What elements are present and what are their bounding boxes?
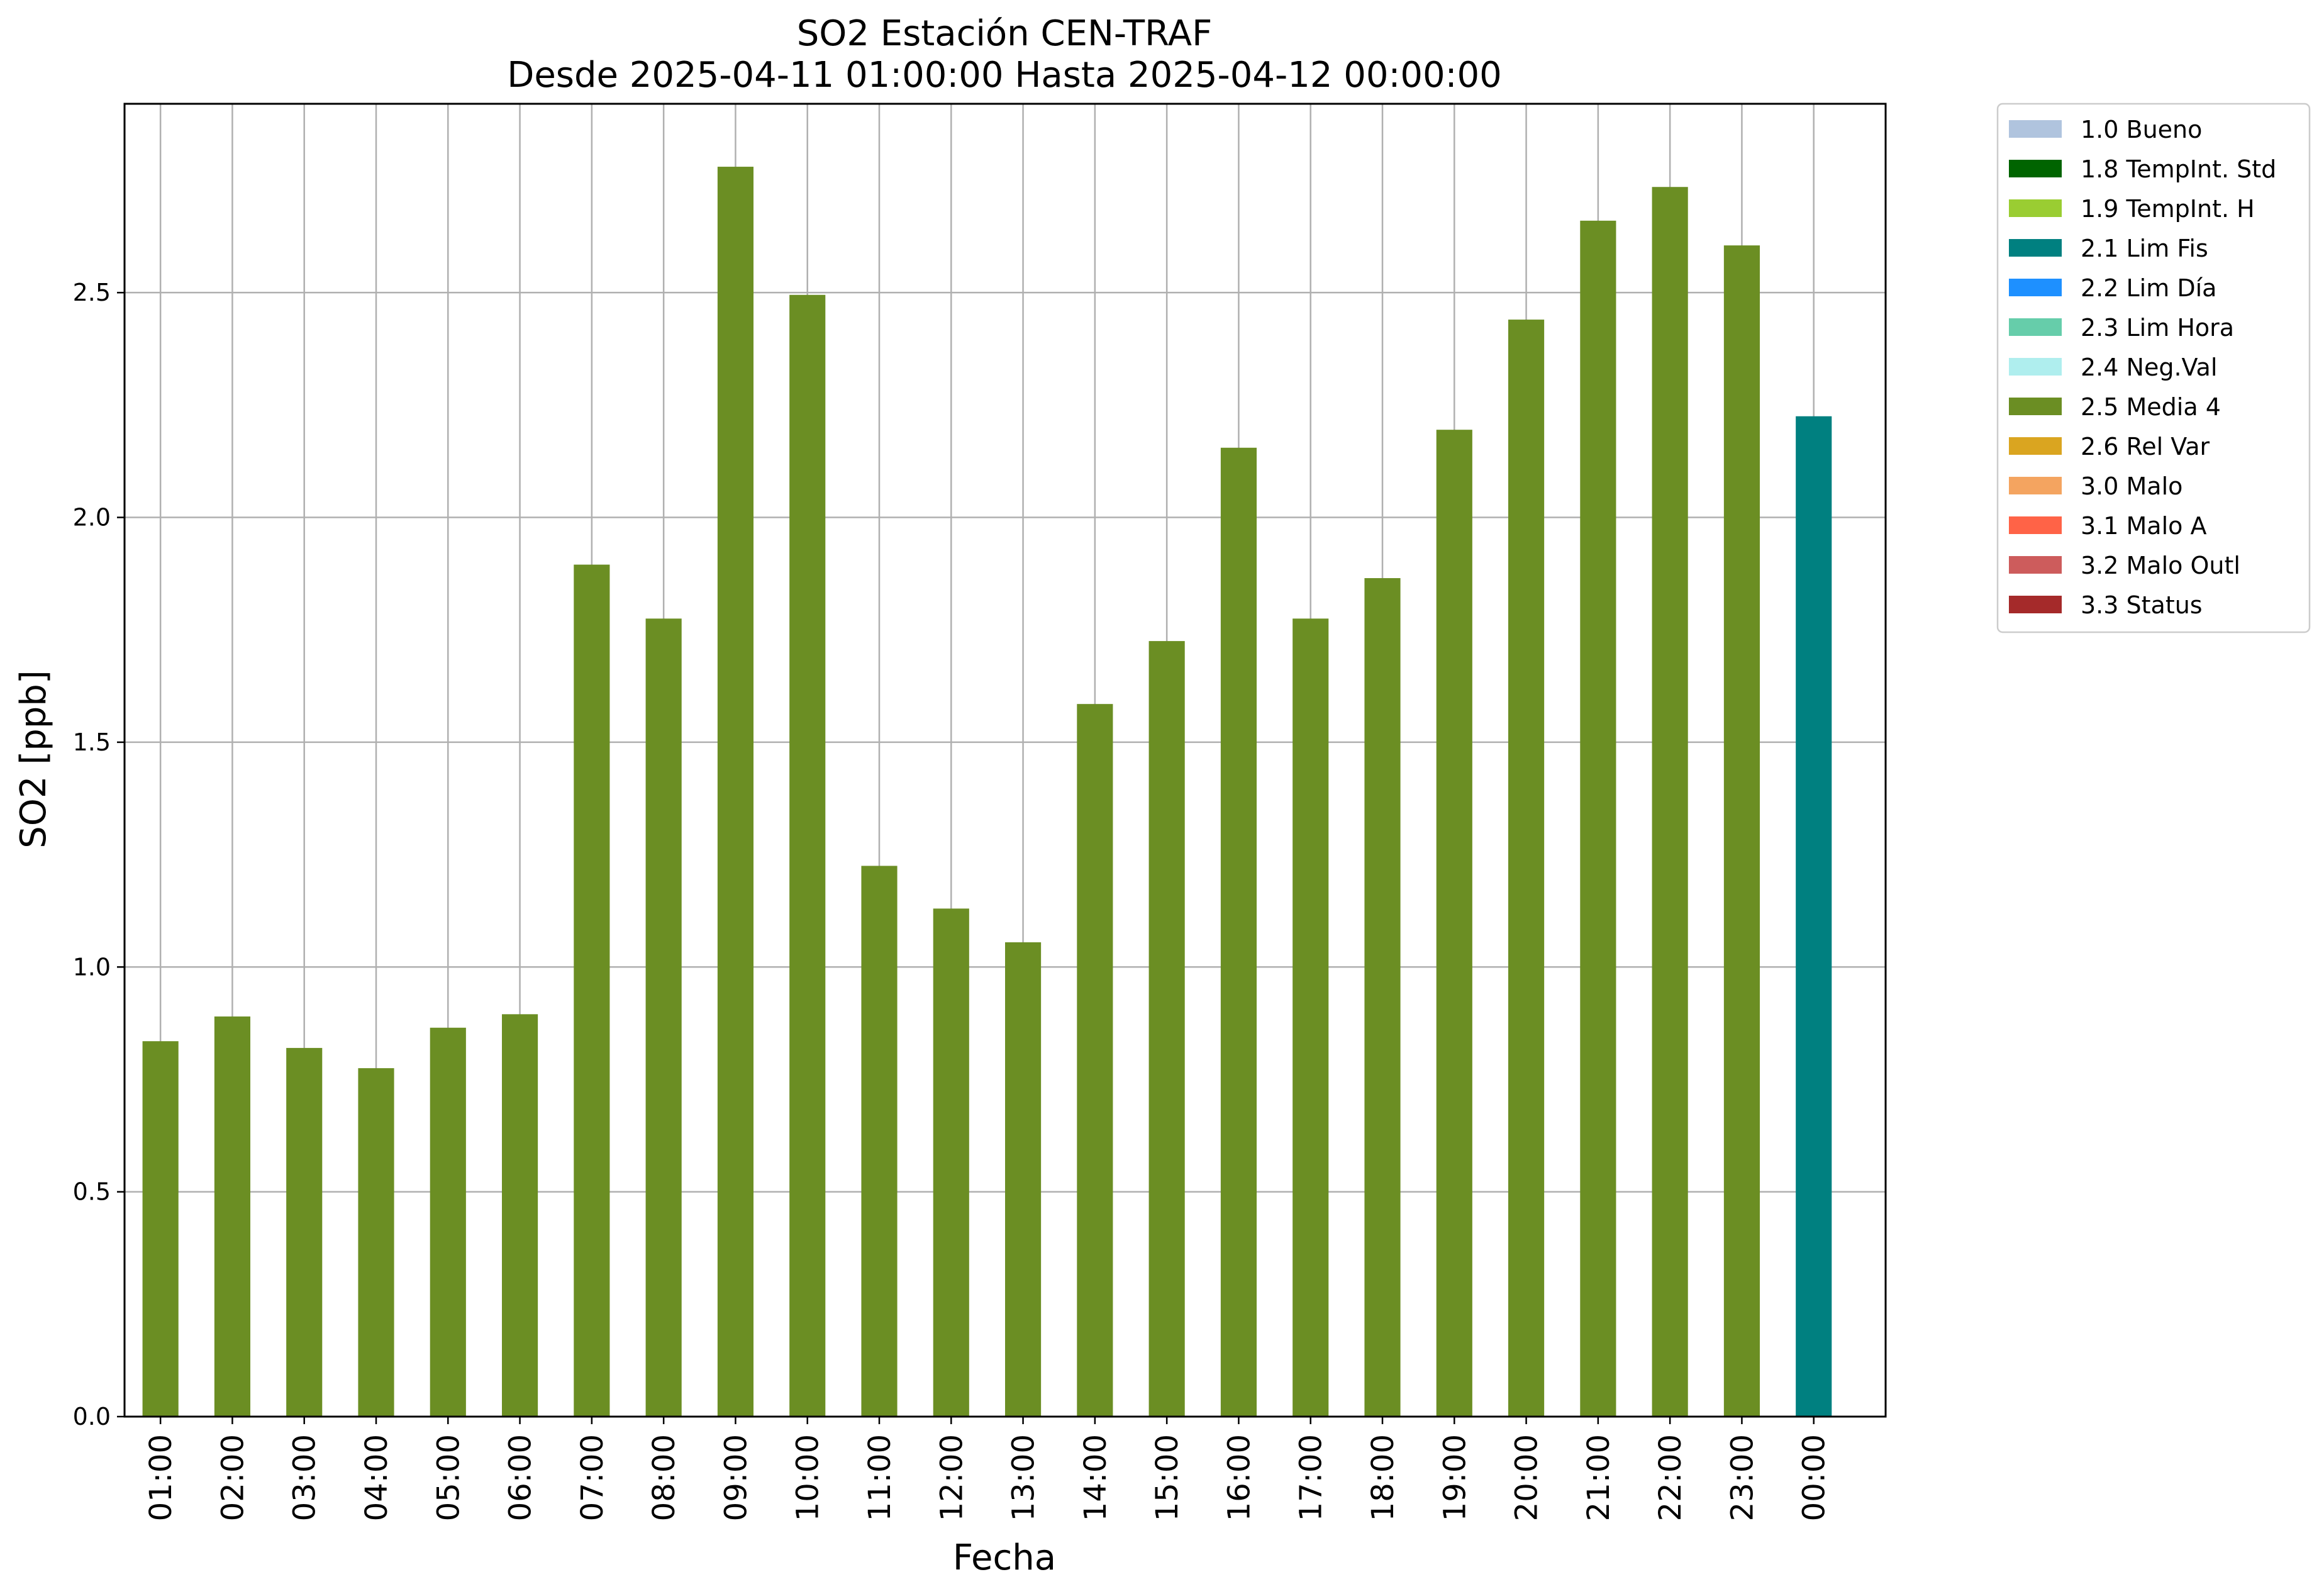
legend-entry-label: 1.0 Bueno <box>2081 116 2202 143</box>
legend-entry-label: 3.0 Malo <box>2081 472 2182 500</box>
chart-title: SO2 Estación CEN-TRAF <box>797 13 1213 54</box>
legend-entry-label: 2.4 Neg.Val <box>2081 354 2217 381</box>
legend-entry-label: 1.8 TempInt. Std <box>2081 155 2276 183</box>
x-axis-label: Fecha <box>953 1537 1056 1578</box>
bar-1700 <box>1293 618 1329 1417</box>
bar-0300 <box>286 1047 323 1417</box>
legend-entry-label: 2.6 Rel Var <box>2081 433 2210 460</box>
legend-swatch <box>2009 160 2062 177</box>
bar-2100 <box>1580 220 1616 1417</box>
legend-entry-label: 2.1 Lim Fis <box>2081 235 2208 262</box>
y-tick-label: 2.5 <box>73 279 111 306</box>
x-tick-label: 22:00 <box>1653 1434 1688 1521</box>
bar-1000 <box>789 294 826 1417</box>
legend-entry-label: 3.2 Malo Outl <box>2081 552 2240 579</box>
bar-0000 <box>1796 416 1832 1417</box>
x-tick-label: 21:00 <box>1581 1434 1616 1521</box>
legend-entry-label: 2.3 Lim Hora <box>2081 314 2234 342</box>
legend-swatch <box>2009 556 2062 574</box>
bar-2300 <box>1723 245 1760 1417</box>
x-tick-label: 02:00 <box>215 1434 250 1521</box>
legend-swatch <box>2009 120 2062 138</box>
x-tick-label: 12:00 <box>934 1434 969 1521</box>
legend-swatch <box>2009 358 2062 376</box>
x-tick-label: 01:00 <box>143 1434 179 1521</box>
x-tick-label: 06:00 <box>503 1434 538 1521</box>
bar-1300 <box>1005 942 1042 1417</box>
x-tick-label: 05:00 <box>431 1434 466 1521</box>
bar-1100 <box>861 866 898 1417</box>
y-tick-label: 1.0 <box>73 953 111 981</box>
bar-1200 <box>933 908 969 1417</box>
bar-1900 <box>1436 430 1472 1417</box>
x-tick-label: 07:00 <box>575 1434 610 1521</box>
x-tick-label: 16:00 <box>1221 1434 1257 1521</box>
legend-swatch <box>2009 398 2062 415</box>
x-tick-label: 20:00 <box>1509 1434 1545 1521</box>
y-tick-label: 2.0 <box>73 504 111 532</box>
legend-swatch <box>2009 279 2062 296</box>
y-tick-label: 0.5 <box>73 1178 111 1206</box>
x-tick-label: 14:00 <box>1078 1434 1113 1521</box>
legend-entry-label: 2.2 Lim Día <box>2081 274 2216 302</box>
legend-box <box>1996 103 2311 633</box>
bar-2200 <box>1652 187 1688 1417</box>
legend-swatch <box>2009 437 2062 455</box>
y-tick-label: 1.5 <box>73 728 111 756</box>
bars <box>142 167 1832 1417</box>
x-tick-label: 18:00 <box>1365 1434 1401 1521</box>
bar-0900 <box>717 167 753 1417</box>
plot-area-frame <box>123 103 1887 1418</box>
bar-1600 <box>1220 447 1257 1417</box>
y-tick-label: 0.0 <box>73 1403 111 1430</box>
x-tick-label: 17:00 <box>1294 1434 1329 1521</box>
x-tick-label: 11:00 <box>862 1434 898 1521</box>
legend-swatch <box>2009 199 2062 217</box>
x-axis-ticks: 01:00 02:00 03:00 04:00 05:00 06:00 07:00 08:00… <box>143 1417 1832 1521</box>
legend-entry-label: 3.3 Status <box>2081 591 2203 619</box>
bar-0800 <box>645 618 682 1417</box>
bar-2000 <box>1508 320 1545 1417</box>
bar-0400 <box>358 1068 394 1417</box>
x-tick-label: 08:00 <box>647 1434 682 1521</box>
x-tick-label: 23:00 <box>1725 1434 1760 1521</box>
legend-entry-label: 3.1 Malo A <box>2081 512 2206 540</box>
bar-1500 <box>1148 641 1185 1417</box>
bar-0200 <box>214 1016 250 1417</box>
legend: 1.0 Bueno 1.8 TempInt. Std 1.9 TempInt. H 2… <box>1996 103 2311 633</box>
y-axis-label: SO2 [ppb] <box>13 670 54 848</box>
legend-swatch <box>2009 596 2062 613</box>
x-tick-label: 00:00 <box>1797 1434 1832 1521</box>
bar-0500 <box>430 1027 466 1417</box>
bar-0600 <box>502 1014 538 1417</box>
x-tick-label: 15:00 <box>1150 1434 1185 1521</box>
x-tick-label: 09:00 <box>718 1434 753 1521</box>
legend-swatch <box>2009 477 2062 494</box>
bar-1800 <box>1364 578 1401 1417</box>
x-tick-label: 04:00 <box>359 1434 394 1521</box>
x-tick-label: 19:00 <box>1437 1434 1472 1521</box>
legend-swatch <box>2009 318 2062 336</box>
legend-entry-label: 2.5 Media 4 <box>2081 393 2221 421</box>
x-tick-label: 13:00 <box>1006 1434 1042 1521</box>
legend-swatch <box>2009 516 2062 534</box>
legend-entry-label: 1.9 TempInt. H <box>2081 195 2255 223</box>
x-tick-label: 10:00 <box>791 1434 826 1521</box>
y-axis-ticks: 0.0 0.5 1.0 1.5 2.0 2.5 <box>73 279 125 1430</box>
x-tick-label: 03:00 <box>287 1434 323 1521</box>
legend-swatch <box>2009 239 2062 257</box>
bar-0100 <box>142 1041 179 1417</box>
bar-1400 <box>1077 704 1113 1417</box>
bar-0700 <box>574 564 610 1417</box>
chart-subtitle: Desde 2025-04-11 01:00:00 Hasta 2025-04-… <box>507 55 1502 96</box>
